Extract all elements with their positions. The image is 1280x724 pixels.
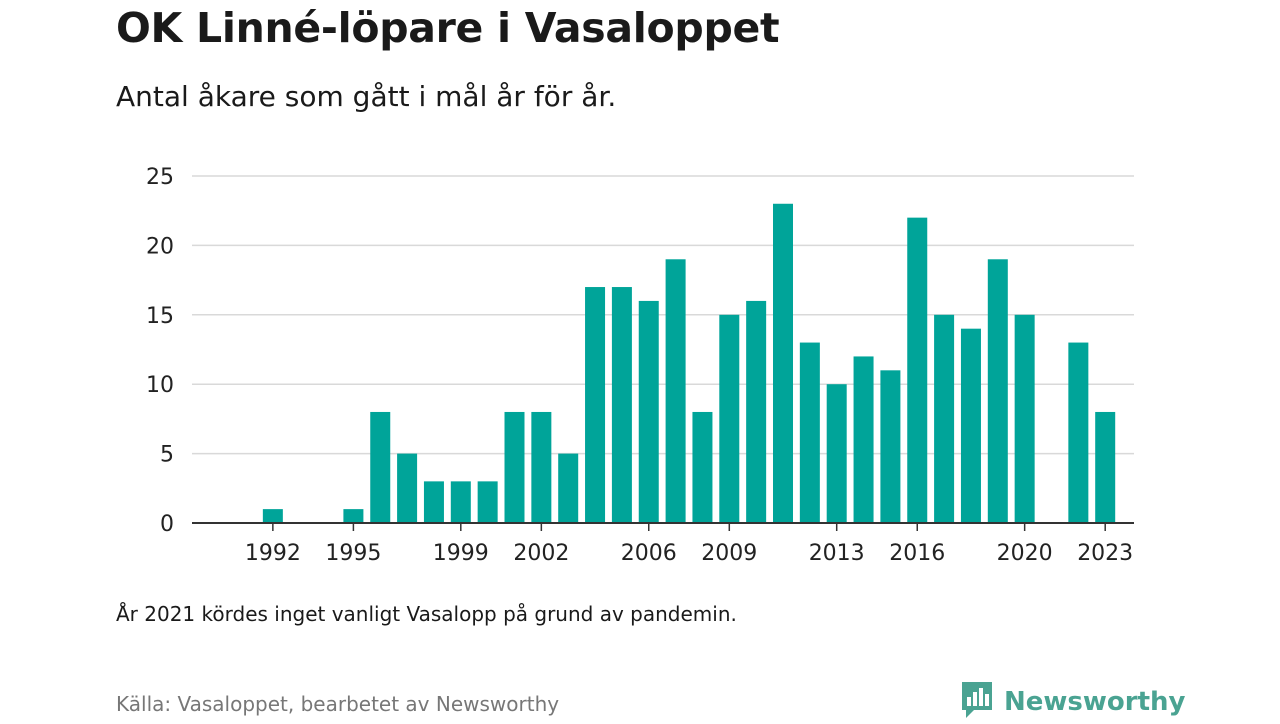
bar-2022 bbox=[1068, 342, 1089, 523]
bar-1995 bbox=[343, 509, 364, 523]
bar-2017 bbox=[934, 314, 955, 523]
y-tick-label: 20 bbox=[146, 234, 174, 259]
brand-name: Newsworthy bbox=[1004, 687, 1186, 717]
bar-2008 bbox=[692, 411, 713, 523]
bar-1996 bbox=[370, 411, 391, 523]
chart-title: OK Linné-löpare i Vasaloppet bbox=[116, 4, 780, 52]
y-tick-label: 25 bbox=[146, 165, 174, 190]
bar-1998 bbox=[423, 481, 444, 523]
bar-2001 bbox=[504, 411, 525, 523]
x-tick-label: 1995 bbox=[325, 541, 381, 566]
bar-2009 bbox=[719, 314, 740, 523]
brand-logo[interactable]: Newsworthy bbox=[960, 680, 1185, 724]
bar-2002 bbox=[531, 411, 552, 523]
bar-2011 bbox=[773, 203, 793, 523]
x-tick-label: 1992 bbox=[245, 541, 301, 566]
bar-2010 bbox=[746, 300, 767, 523]
y-tick-label: 5 bbox=[160, 443, 174, 468]
axes: 0 5 10 15 20 25 1992 1995 1999 2002 2006 2009 2013 20… bbox=[146, 165, 1134, 566]
x-tick-label: 2023 bbox=[1077, 541, 1133, 566]
x-tick-label: 2006 bbox=[621, 541, 677, 566]
bar-2006 bbox=[638, 300, 659, 523]
y-tick-label: 0 bbox=[160, 512, 174, 537]
x-tick-label: 2013 bbox=[809, 541, 865, 566]
y-tick-label: 10 bbox=[146, 373, 174, 398]
x-tick-label: 2009 bbox=[701, 541, 757, 566]
bar-2018 bbox=[960, 328, 981, 523]
x-tick-label: 2002 bbox=[513, 541, 569, 566]
bar-2013 bbox=[826, 384, 847, 523]
chart-note: År 2021 kördes inget vanligt Vasalopp på… bbox=[116, 602, 737, 626]
bar-2007 bbox=[665, 259, 686, 523]
bar-2019 bbox=[987, 259, 1008, 523]
y-tick-label: 15 bbox=[146, 304, 174, 329]
bar-chart: 0 5 10 15 20 25 1992 1995 1999 2002 2006 2009 2013 20… bbox=[146, 165, 1134, 566]
x-tick-label: 1999 bbox=[433, 541, 489, 566]
bar-2005 bbox=[611, 287, 632, 523]
bar-1997 bbox=[397, 453, 418, 523]
bar-2015 bbox=[880, 370, 901, 523]
bar-1992 bbox=[262, 509, 283, 523]
bar-1999 bbox=[450, 481, 471, 523]
source-text: Källa: Vasaloppet, bearbetet av Newswort… bbox=[116, 692, 560, 716]
bar-2020 bbox=[1014, 314, 1035, 523]
newsworthy-logo-icon bbox=[960, 680, 994, 724]
bar-2004 bbox=[585, 287, 606, 523]
bars bbox=[262, 203, 1116, 523]
bar-2012 bbox=[799, 342, 820, 523]
bar-2016 bbox=[907, 217, 928, 523]
bar-2023 bbox=[1095, 411, 1116, 523]
bar-2003 bbox=[558, 453, 579, 523]
x-tick-label: 2016 bbox=[889, 541, 945, 566]
x-tick-label: 2020 bbox=[997, 541, 1053, 566]
bar-2000 bbox=[477, 481, 498, 523]
chart-subtitle: Antal åkare som gått i mål år för år. bbox=[116, 80, 617, 113]
bar-2014 bbox=[853, 356, 874, 523]
